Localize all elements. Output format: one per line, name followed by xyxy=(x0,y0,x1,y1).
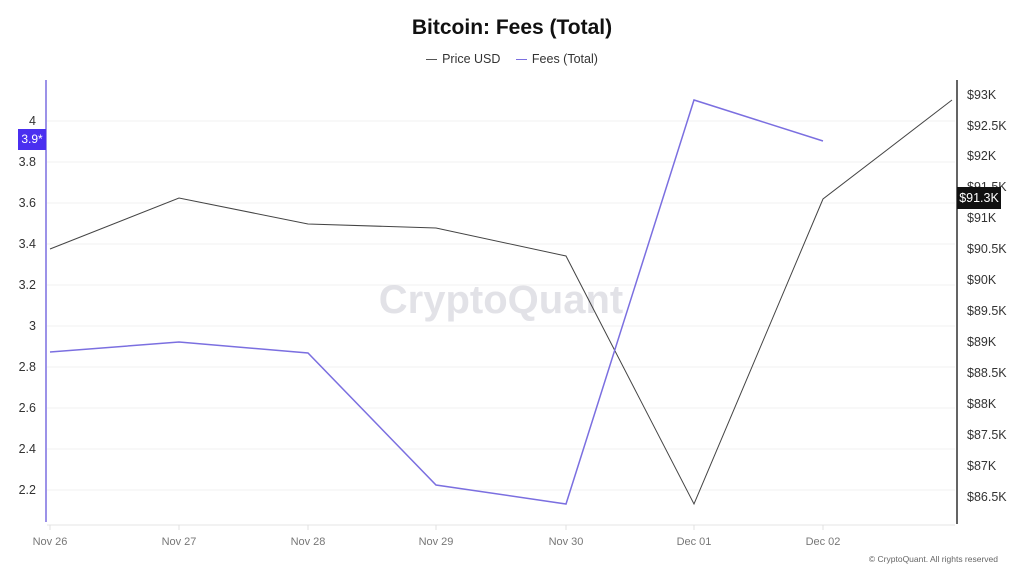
svg-text:3.2: 3.2 xyxy=(19,278,36,292)
svg-text:$90K: $90K xyxy=(967,273,997,287)
svg-text:2.2: 2.2 xyxy=(19,483,36,497)
legend-item-fees-total[interactable]: Fees (Total) xyxy=(515,52,598,67)
watermark: CryptoQuant xyxy=(379,278,623,322)
chart-title: Bitcoin: Fees (Total) xyxy=(411,16,613,39)
legend-swatch-fees-icon xyxy=(515,58,527,60)
svg-text:$87K: $87K xyxy=(967,459,997,473)
series-price-usd-line[interactable] xyxy=(49,99,953,506)
svg-text:Dec 01: Dec 01 xyxy=(677,536,712,548)
svg-text:Nov 28: Nov 28 xyxy=(291,536,326,548)
x-axis-ticks xyxy=(49,525,824,530)
svg-text:$93K: $93K xyxy=(967,88,997,102)
svg-text:3.6: 3.6 xyxy=(19,196,36,210)
legend-label: Fees (Total) xyxy=(531,52,598,67)
svg-text:$87.5K: $87.5K xyxy=(967,428,1007,442)
svg-text:$92K: $92K xyxy=(967,149,997,163)
legend-label: Price USD xyxy=(442,52,501,67)
svg-text:Nov 26: Nov 26 xyxy=(33,536,68,548)
svg-text:4: 4 xyxy=(29,114,36,128)
svg-text:3.4: 3.4 xyxy=(19,237,36,251)
crosshair-left-value-badge: 3.9* xyxy=(18,129,46,150)
gridlines xyxy=(47,120,955,491)
svg-text:$91K: $91K xyxy=(967,211,997,225)
crosshair-right-value-badge: $91.3K xyxy=(957,187,1001,209)
svg-text:$88.5K: $88.5K xyxy=(967,366,1007,380)
svg-text:Dec 02: Dec 02 xyxy=(806,536,841,548)
svg-text:3.8: 3.8 xyxy=(19,155,36,169)
svg-text:$92.5K: $92.5K xyxy=(967,119,1007,133)
copyright-notice: © CryptoQuant. All rights reserved xyxy=(868,554,998,564)
svg-text:2.8: 2.8 xyxy=(19,360,36,374)
svg-text:$89K: $89K xyxy=(967,335,997,349)
svg-text:2.4: 2.4 xyxy=(19,442,36,456)
right-axis-labels: $93K $92.5K $92K $91.5K $91K $90.5K $90K… xyxy=(967,88,1007,504)
svg-text:Nov 30: Nov 30 xyxy=(549,536,584,548)
svg-text:2.6: 2.6 xyxy=(19,401,36,415)
svg-text:3: 3 xyxy=(29,319,36,333)
legend: Price USD Fees (Total) xyxy=(0,49,1024,66)
svg-text:$90.5K: $90.5K xyxy=(967,242,1007,256)
left-axis-labels: 4 3.8 3.6 3.4 3.2 3 2.8 2.6 2.4 2.2 xyxy=(19,114,36,497)
x-axis-labels: Nov 26 Nov 27 Nov 28 Nov 29 Nov 30 Dec 0… xyxy=(33,536,841,548)
svg-text:$89.5K: $89.5K xyxy=(967,304,1007,318)
svg-text:Nov 27: Nov 27 xyxy=(162,536,197,548)
series-fees-total-line[interactable] xyxy=(49,99,824,505)
legend-swatch-price-icon xyxy=(426,58,438,60)
svg-text:$86.5K: $86.5K xyxy=(967,490,1007,504)
legend-item-price-usd[interactable]: Price USD xyxy=(426,52,500,66)
svg-text:$88K: $88K xyxy=(967,397,997,411)
svg-text:Nov 29: Nov 29 xyxy=(419,536,454,548)
